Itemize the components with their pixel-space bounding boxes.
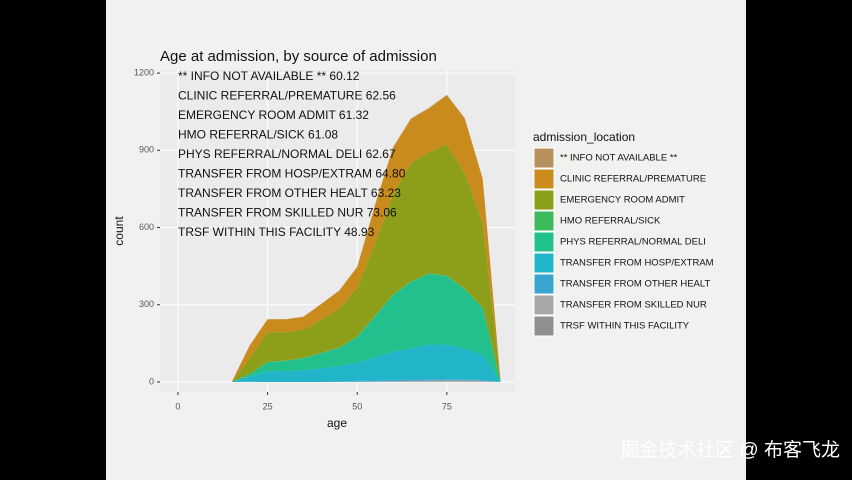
x-tick-label: 0 bbox=[175, 401, 180, 411]
y-tick-label: 0 bbox=[149, 376, 154, 386]
chart-title: Age at admission, by source of admission bbox=[160, 48, 437, 65]
legend-label: TRANSFER FROM SKILLED NUR bbox=[560, 300, 707, 311]
x-tick-label: 50 bbox=[352, 401, 362, 411]
plot-layer: 0 300 600 900 1200 0 25 50 75 ** INFO NOT AVAILAB… bbox=[134, 67, 714, 411]
y-tick-label: 600 bbox=[139, 222, 154, 232]
legend-key bbox=[533, 147, 555, 169]
legend-key bbox=[533, 294, 555, 316]
x-axis-label: age bbox=[327, 416, 347, 430]
y-tick-label: 300 bbox=[139, 299, 154, 309]
annotation: CLINIC REFERRAL/PREMATURE 62.56 bbox=[178, 89, 396, 103]
legend-key bbox=[533, 231, 555, 253]
annotation: TRANSFER FROM HOSP/EXTRAM 64.80 bbox=[178, 167, 406, 181]
area bbox=[231, 344, 501, 382]
annotation: EMERGENCY ROOM ADMIT 61.32 bbox=[178, 108, 369, 122]
x-tick-label: 25 bbox=[263, 401, 273, 411]
legend-key bbox=[533, 315, 555, 337]
legend-key bbox=[533, 168, 555, 190]
x-tick-label: 75 bbox=[442, 401, 452, 411]
legend-key bbox=[533, 189, 555, 211]
legend-key bbox=[533, 210, 555, 232]
legend-label: TRANSFER FROM OTHER HEALT bbox=[560, 279, 710, 290]
area bbox=[231, 273, 501, 382]
annotation: TRSF WITHIN THIS FACILITY 48.93 bbox=[178, 225, 375, 239]
annotation: ** INFO NOT AVAILABLE ** 60.12 bbox=[178, 69, 360, 83]
legend-title: admission_location bbox=[533, 130, 635, 144]
area bbox=[231, 379, 501, 382]
legend-label: EMERGENCY ROOM ADMIT bbox=[560, 195, 685, 206]
watermark: 掘金技术社区 @ 布客飞龙 bbox=[620, 439, 840, 461]
legend-label: ** INFO NOT AVAILABLE ** bbox=[560, 153, 678, 164]
legend-label: TRANSFER FROM HOSP/EXTRAM bbox=[560, 258, 714, 269]
y-tick-label: 900 bbox=[139, 145, 154, 155]
y-tick-label: 1200 bbox=[134, 67, 154, 77]
annotation: PHYS REFERRAL/NORMAL DELI 62.67 bbox=[178, 147, 396, 161]
area bbox=[231, 95, 501, 382]
legend-key bbox=[533, 252, 555, 274]
area bbox=[231, 144, 501, 382]
area bbox=[231, 380, 501, 382]
annotation: HMO REFERRAL/SICK 61.08 bbox=[178, 128, 338, 142]
legend-label: TRSF WITHIN THIS FACILITY bbox=[560, 321, 690, 332]
legend-key bbox=[533, 273, 555, 295]
y-axis-label: count bbox=[112, 216, 126, 246]
annotation: TRANSFER FROM OTHER HEALT 63.23 bbox=[178, 186, 401, 200]
legend-label: PHYS REFERRAL/NORMAL DELI bbox=[560, 237, 706, 248]
legend-label: HMO REFERRAL/SICK bbox=[560, 216, 661, 227]
annotation: TRANSFER FROM SKILLED NUR 73.06 bbox=[178, 206, 397, 220]
legend-label: CLINIC REFERRAL/PREMATURE bbox=[560, 174, 706, 185]
